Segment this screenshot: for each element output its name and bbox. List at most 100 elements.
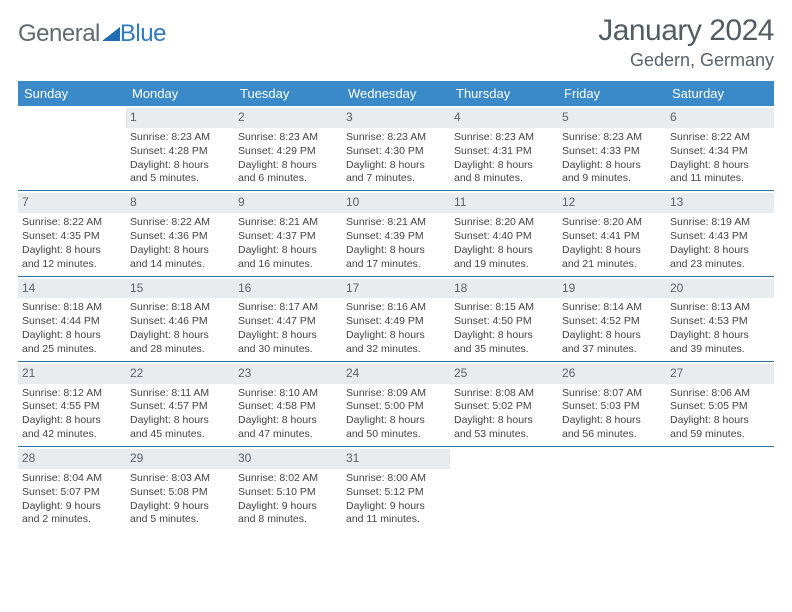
day-detail: and 11 minutes.: [670, 172, 770, 186]
day-detail: Sunset: 4:35 PM: [22, 230, 122, 244]
day-detail: and 53 minutes.: [454, 428, 554, 442]
day-number: 23: [234, 364, 342, 384]
day-detail: Sunset: 5:12 PM: [346, 486, 446, 500]
day-detail: and 19 minutes.: [454, 258, 554, 272]
day-detail: Sunset: 4:37 PM: [238, 230, 338, 244]
day-detail: Daylight: 8 hours: [454, 159, 554, 173]
day-detail: and 6 minutes.: [238, 172, 338, 186]
week-row: 28Sunrise: 8:04 AMSunset: 5:07 PMDayligh…: [18, 447, 774, 531]
day-cell: 15Sunrise: 8:18 AMSunset: 4:46 PMDayligh…: [126, 277, 234, 361]
day-detail: Sunrise: 8:19 AM: [670, 216, 770, 230]
day-cell: 26Sunrise: 8:07 AMSunset: 5:03 PMDayligh…: [558, 362, 666, 446]
day-detail: Daylight: 8 hours: [238, 414, 338, 428]
day-number: 14: [18, 279, 126, 299]
day-cell: [558, 447, 666, 531]
day-cell: 2 Sunrise: 8:23 AMSunset: 4:29 PMDaylight…: [234, 106, 342, 190]
day-number: 2: [234, 108, 342, 128]
dow-sat: Saturday: [666, 81, 774, 106]
day-detail: Sunrise: 8:15 AM: [454, 301, 554, 315]
day-cell: 14Sunrise: 8:18 AMSunset: 4:44 PMDayligh…: [18, 277, 126, 361]
day-detail: Sunset: 4:31 PM: [454, 145, 554, 159]
day-number: 11: [450, 193, 558, 213]
day-detail: Sunset: 4:29 PM: [238, 145, 338, 159]
day-detail: Daylight: 9 hours: [22, 500, 122, 514]
day-number: 21: [18, 364, 126, 384]
day-detail: Daylight: 8 hours: [22, 414, 122, 428]
day-detail: Daylight: 8 hours: [130, 244, 230, 258]
day-detail: Daylight: 8 hours: [130, 329, 230, 343]
day-detail: Sunrise: 8:21 AM: [238, 216, 338, 230]
day-detail: Sunrise: 8:00 AM: [346, 472, 446, 486]
day-number: 24: [342, 364, 450, 384]
day-detail: Sunrise: 8:14 AM: [562, 301, 662, 315]
day-detail: Sunrise: 8:03 AM: [130, 472, 230, 486]
day-detail: Daylight: 8 hours: [562, 244, 662, 258]
day-detail: and 25 minutes.: [22, 343, 122, 357]
day-detail: Sunset: 5:03 PM: [562, 400, 662, 414]
dow-header: Sunday Monday Tuesday Wednesday Thursday…: [18, 81, 774, 106]
day-detail: Sunrise: 8:02 AM: [238, 472, 338, 486]
day-number: 18: [450, 279, 558, 299]
week-row: 1Sunrise: 8:23 AMSunset: 4:28 PMDaylight…: [18, 106, 774, 191]
dow-fri: Friday: [558, 81, 666, 106]
day-cell: 31Sunrise: 8:00 AMSunset: 5:12 PMDayligh…: [342, 447, 450, 531]
day-detail: Sunrise: 8:17 AM: [238, 301, 338, 315]
day-cell: 16Sunrise: 8:17 AMSunset: 4:47 PMDayligh…: [234, 277, 342, 361]
day-detail: Sunrise: 8:16 AM: [346, 301, 446, 315]
dow-wed: Wednesday: [342, 81, 450, 106]
day-number: 20: [666, 279, 774, 299]
day-cell: 22Sunrise: 8:11 AMSunset: 4:57 PMDayligh…: [126, 362, 234, 446]
day-detail: Daylight: 8 hours: [346, 414, 446, 428]
day-cell: 28Sunrise: 8:04 AMSunset: 5:07 PMDayligh…: [18, 447, 126, 531]
day-cell: 29Sunrise: 8:03 AMSunset: 5:08 PMDayligh…: [126, 447, 234, 531]
day-detail: Daylight: 8 hours: [670, 244, 770, 258]
day-detail: Daylight: 8 hours: [454, 244, 554, 258]
location: Gedern, Germany: [598, 50, 774, 71]
day-detail: Sunset: 4:58 PM: [238, 400, 338, 414]
day-detail: Sunrise: 8:23 AM: [238, 131, 338, 145]
day-detail: and 47 minutes.: [238, 428, 338, 442]
day-detail: Sunrise: 8:20 AM: [562, 216, 662, 230]
day-detail: and 2 minutes.: [22, 513, 122, 527]
day-detail: Daylight: 8 hours: [562, 414, 662, 428]
calendar: Sunday Monday Tuesday Wednesday Thursday…: [18, 81, 774, 531]
day-number: 8: [126, 193, 234, 213]
day-detail: and 37 minutes.: [562, 343, 662, 357]
logo-word2: Blue: [120, 20, 166, 48]
day-detail: and 7 minutes.: [346, 172, 446, 186]
day-cell: 11Sunrise: 8:20 AMSunset: 4:40 PMDayligh…: [450, 191, 558, 275]
day-detail: Sunset: 4:41 PM: [562, 230, 662, 244]
day-cell: 27Sunrise: 8:06 AMSunset: 5:05 PMDayligh…: [666, 362, 774, 446]
day-detail: Sunset: 5:05 PM: [670, 400, 770, 414]
day-detail: and 9 minutes.: [562, 172, 662, 186]
day-number: 9: [234, 193, 342, 213]
day-detail: Sunset: 4:39 PM: [346, 230, 446, 244]
day-detail: and 28 minutes.: [130, 343, 230, 357]
day-cell: 7Sunrise: 8:22 AMSunset: 4:35 PMDaylight…: [18, 191, 126, 275]
header: General Blue January 2024 Gedern, German…: [18, 14, 774, 71]
day-detail: Sunrise: 8:10 AM: [238, 387, 338, 401]
day-detail: Sunset: 4:52 PM: [562, 315, 662, 329]
day-detail: Sunset: 4:43 PM: [670, 230, 770, 244]
day-cell: 17Sunrise: 8:16 AMSunset: 4:49 PMDayligh…: [342, 277, 450, 361]
day-detail: Sunrise: 8:11 AM: [130, 387, 230, 401]
day-detail: Sunrise: 8:09 AM: [346, 387, 446, 401]
day-number: 7: [18, 193, 126, 213]
day-cell: 6Sunrise: 8:22 AMSunset: 4:34 PMDaylight…: [666, 106, 774, 190]
day-detail: Sunset: 4:34 PM: [670, 145, 770, 159]
day-detail: Daylight: 8 hours: [238, 159, 338, 173]
day-detail: Sunrise: 8:13 AM: [670, 301, 770, 315]
day-cell: 13Sunrise: 8:19 AMSunset: 4:43 PMDayligh…: [666, 191, 774, 275]
day-detail: and 50 minutes.: [346, 428, 446, 442]
day-detail: and 42 minutes.: [22, 428, 122, 442]
day-detail: Sunset: 4:44 PM: [22, 315, 122, 329]
logo-word1: General: [18, 20, 100, 48]
day-detail: Sunset: 4:46 PM: [130, 315, 230, 329]
day-cell: 25Sunrise: 8:08 AMSunset: 5:02 PMDayligh…: [450, 362, 558, 446]
dow-sun: Sunday: [18, 81, 126, 106]
week-row: 7Sunrise: 8:22 AMSunset: 4:35 PMDaylight…: [18, 191, 774, 276]
day-detail: Sunset: 4:49 PM: [346, 315, 446, 329]
day-detail: Sunrise: 8:23 AM: [346, 131, 446, 145]
day-detail: Daylight: 8 hours: [562, 329, 662, 343]
title-block: January 2024 Gedern, Germany: [598, 14, 774, 71]
